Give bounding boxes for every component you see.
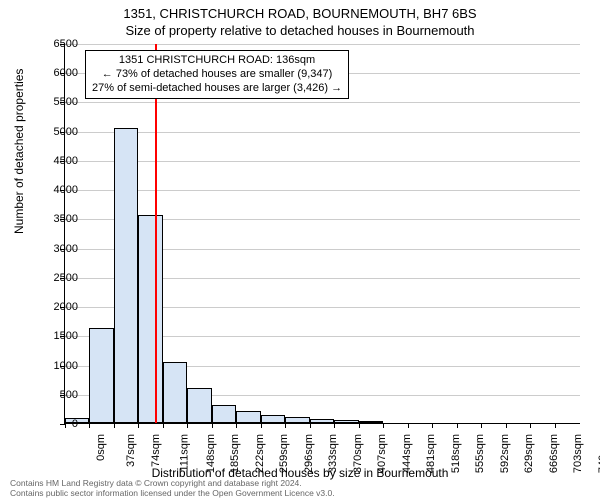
- xtick-mark: [212, 423, 213, 428]
- histogram-bar: [359, 421, 383, 423]
- xtick-mark: [163, 423, 164, 428]
- xtick-label: 333sqm: [327, 434, 339, 473]
- xtick-label: 518sqm: [450, 434, 462, 473]
- histogram-bar: [114, 128, 138, 423]
- xtick-label: 0sqm: [95, 434, 107, 461]
- xtick-mark: [114, 423, 115, 428]
- chart-container: 1351, CHRISTCHURCH ROAD, BOURNEMOUTH, BH…: [0, 0, 600, 500]
- marker-line: [155, 44, 157, 423]
- xtick-label: 703sqm: [572, 434, 584, 473]
- ytick-label: 5000: [28, 126, 78, 138]
- xtick-mark: [408, 423, 409, 428]
- xtick-mark: [506, 423, 507, 428]
- xtick-label: 222sqm: [254, 434, 266, 473]
- xtick-mark: [457, 423, 458, 428]
- ytick-label: 500: [28, 389, 78, 401]
- annotation-line3: 27% of semi-detached houses are larger (…: [92, 82, 342, 96]
- ytick-label: 3000: [28, 243, 78, 255]
- ytick-label: 6500: [28, 38, 78, 50]
- attribution-line2: Contains public sector information licen…: [10, 488, 335, 498]
- attribution-line1: Contains HM Land Registry data © Crown c…: [10, 478, 335, 488]
- gridline: [65, 190, 580, 191]
- xtick-mark: [261, 423, 262, 428]
- xtick-label: 74sqm: [150, 434, 162, 467]
- histogram-bar: [212, 405, 236, 423]
- xtick-label: 629sqm: [523, 434, 535, 473]
- ytick-label: 4500: [28, 155, 78, 167]
- xtick-mark: [310, 423, 311, 428]
- xtick-label: 370sqm: [352, 434, 364, 473]
- histogram-bar: [334, 420, 358, 423]
- annotation-box: 1351 CHRISTCHURCH ROAD: 136sqm← 73% of d…: [85, 50, 349, 99]
- xtick-label: 666sqm: [548, 434, 560, 473]
- gridline: [65, 44, 580, 45]
- xtick-label: 555sqm: [474, 434, 486, 473]
- xtick-mark: [432, 423, 433, 428]
- histogram-bar: [285, 417, 309, 423]
- ytick-label: 6000: [28, 67, 78, 79]
- xtick-label: 592sqm: [499, 434, 511, 473]
- chart-subtitle: Size of property relative to detached ho…: [0, 21, 600, 38]
- xtick-mark: [383, 423, 384, 428]
- attribution-text: Contains HM Land Registry data © Crown c…: [10, 478, 335, 498]
- histogram-bar: [89, 328, 113, 423]
- xtick-mark: [530, 423, 531, 428]
- xtick-label: 296sqm: [303, 434, 315, 473]
- plot-wrap: 1351 CHRISTCHURCH ROAD: 136sqm← 73% of d…: [64, 44, 580, 424]
- xtick-label: 148sqm: [205, 434, 217, 473]
- xtick-mark: [187, 423, 188, 428]
- histogram-bar: [187, 388, 211, 423]
- histogram-bar: [261, 415, 285, 423]
- xtick-label: 37sqm: [126, 434, 138, 467]
- xtick-mark: [236, 423, 237, 428]
- ytick-label: 5500: [28, 96, 78, 108]
- xtick-mark: [359, 423, 360, 428]
- histogram-bar: [163, 362, 187, 423]
- gridline: [65, 132, 580, 133]
- xtick-label: 481sqm: [425, 434, 437, 473]
- ytick-label: 1000: [28, 360, 78, 372]
- histogram-bar: [236, 411, 260, 423]
- xtick-label: 407sqm: [376, 434, 388, 473]
- gridline: [65, 161, 580, 162]
- annotation-line1: 1351 CHRISTCHURCH ROAD: 136sqm: [92, 54, 342, 68]
- xtick-mark: [285, 423, 286, 428]
- ytick-label: 0: [28, 418, 78, 430]
- gridline: [65, 102, 580, 103]
- xtick-label: 259sqm: [278, 434, 290, 473]
- histogram-bar: [138, 215, 162, 423]
- xtick-mark: [138, 423, 139, 428]
- ytick-label: 4000: [28, 184, 78, 196]
- ytick-label: 1500: [28, 330, 78, 342]
- xtick-label: 444sqm: [401, 434, 413, 473]
- ytick-label: 2000: [28, 301, 78, 313]
- xtick-mark: [89, 423, 90, 428]
- xtick-mark: [481, 423, 482, 428]
- histogram-bar: [310, 419, 334, 423]
- xtick-mark: [334, 423, 335, 428]
- xtick-mark: [555, 423, 556, 428]
- xtick-label: 185sqm: [230, 434, 242, 473]
- xtick-label: 111sqm: [179, 434, 191, 472]
- plot-area: 1351 CHRISTCHURCH ROAD: 136sqm← 73% of d…: [64, 44, 580, 424]
- chart-title: 1351, CHRISTCHURCH ROAD, BOURNEMOUTH, BH…: [0, 0, 600, 21]
- ytick-label: 2500: [28, 272, 78, 284]
- ytick-label: 3500: [28, 213, 78, 225]
- annotation-line2: ← 73% of detached houses are smaller (9,…: [92, 68, 342, 82]
- y-axis-label: Number of detached properties: [12, 69, 26, 234]
